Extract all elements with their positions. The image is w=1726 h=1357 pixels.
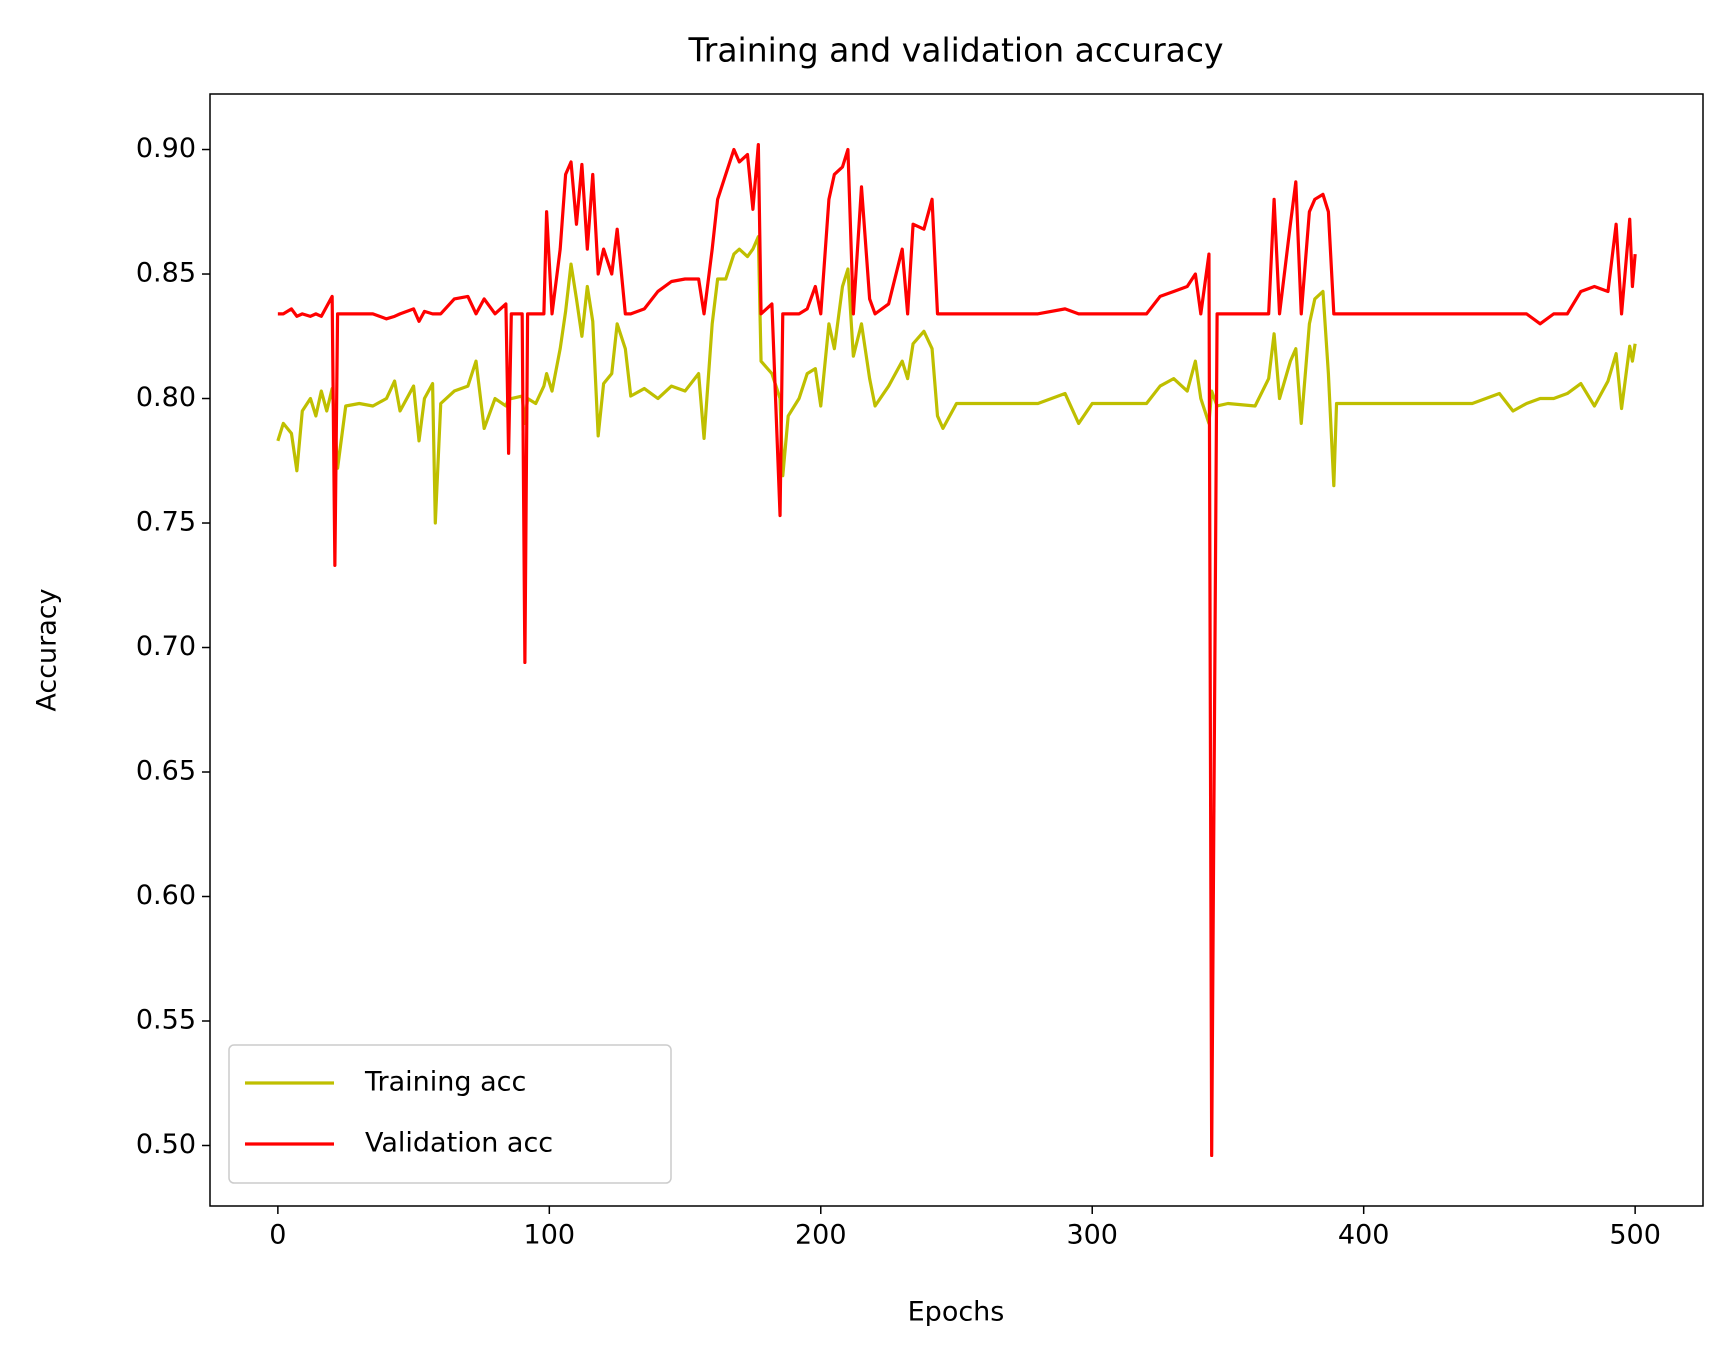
y-tick-label: 0.60	[136, 880, 196, 911]
y-tick-label: 0.80	[136, 382, 196, 413]
y-tick-label: 0.85	[136, 258, 196, 289]
chart-title: Training and validation accuracy	[687, 31, 1223, 70]
legend-label: Validation acc	[365, 1128, 553, 1159]
x-tick-label: 0	[269, 1220, 286, 1251]
x-axis-label: Epochs	[908, 1297, 1005, 1328]
series-line	[276, 235, 1637, 525]
x-tick-label: 200	[795, 1220, 847, 1251]
x-tick-label: 400	[1338, 1220, 1390, 1251]
y-tick-label: 0.90	[136, 133, 196, 164]
legend-box	[228, 1044, 672, 1184]
y-tick-label: 0.50	[136, 1129, 196, 1160]
y-tick-label: 0.70	[136, 631, 196, 662]
x-tick-label: 300	[1066, 1220, 1118, 1251]
y-tick-label: 0.75	[136, 507, 196, 538]
y-tick-label: 0.65	[136, 756, 196, 787]
y-tick-label: 0.55	[136, 1004, 196, 1035]
x-tick-label: 500	[1609, 1220, 1661, 1251]
plot-frame	[209, 93, 1704, 1207]
x-tick-label: 100	[524, 1220, 576, 1251]
series-line	[277, 142, 1637, 1158]
legend-label: Training acc	[364, 1067, 526, 1098]
y-axis-label: Accuracy	[32, 588, 63, 711]
